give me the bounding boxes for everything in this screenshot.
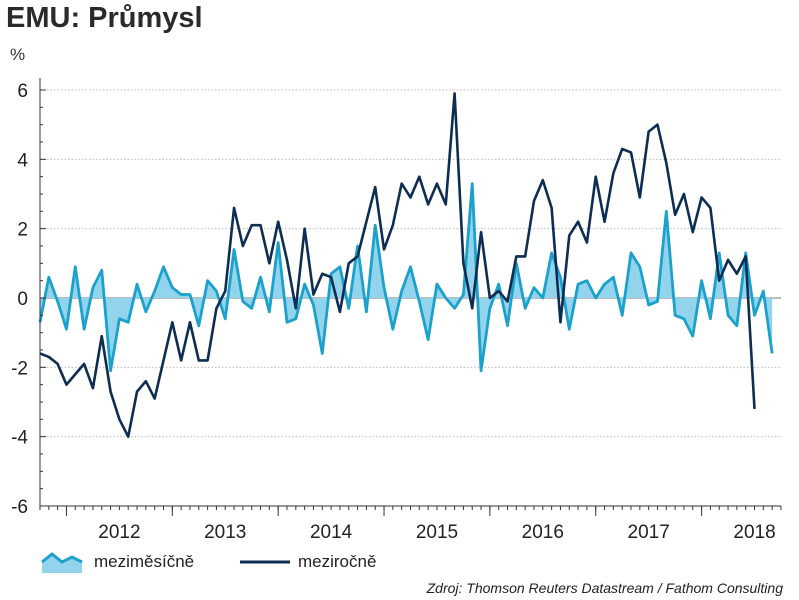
axis-layer: 6 4 2 0 -2 -4 -6 2012 2013 2014 2015 2016 2017 2018 [11,78,782,543]
legend-label-yoy: meziročně [298,552,377,571]
y-tick-label: -6 [11,497,28,518]
x-year-label: 2014 [310,522,353,543]
x-year-label: 2018 [733,522,775,543]
x-year-label: 2015 [416,522,458,543]
y-tick-label: 4 [17,150,28,171]
series-line-mom [38,182,774,373]
y-tick-label: -2 [11,358,28,379]
legend-swatch-mom-line [41,552,83,564]
legend-layer [41,552,290,573]
x-year-label: 2013 [204,522,246,543]
x-year-label: 2012 [98,522,140,543]
series-line-yoy [39,92,756,438]
y-tick-label: -4 [11,428,28,449]
legend-label-mom: meziměsíčně [94,552,195,571]
source-note: Zdroj: Thomson Reuters Datastream / Fath… [426,580,783,596]
y-axis-unit: % [10,45,26,64]
x-year-label: 2017 [628,522,670,543]
chart-title: EMU: Průmysl [6,2,203,34]
x-year-label: 2016 [522,522,564,543]
y-tick-label: 0 [17,289,28,310]
line-layer [38,92,774,438]
y-tick-label: 6 [17,81,28,102]
y-tick-label: 2 [17,220,28,241]
